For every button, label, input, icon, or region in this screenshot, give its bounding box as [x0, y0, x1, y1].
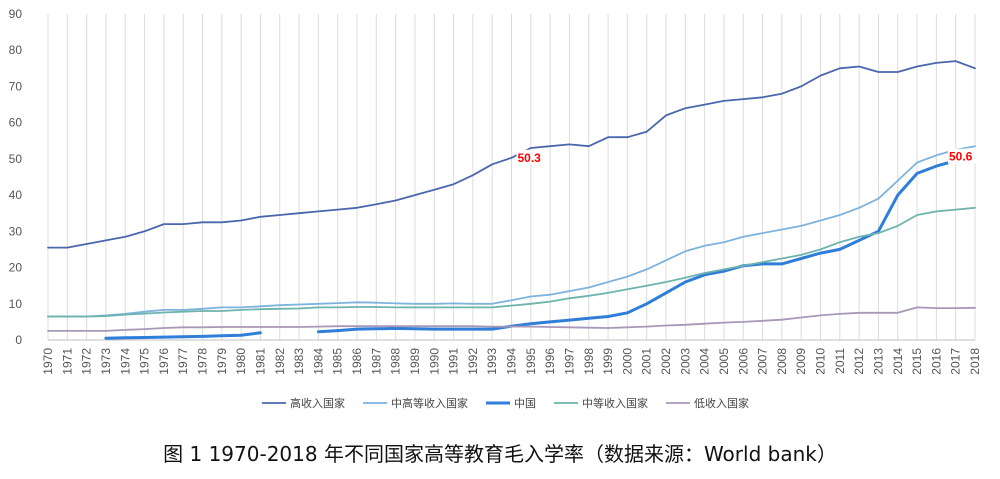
legend-label: 中国	[514, 397, 536, 410]
x-tick-label: 2016	[929, 348, 943, 375]
callout-bg	[948, 148, 978, 164]
legend-label: 中等收入国家	[582, 396, 648, 410]
line-chart: 0 10 20 30 40 50 60 70 80 90 1970 1971 1972 1973 1974…	[9, 7, 982, 410]
series-lines	[47, 60, 977, 340]
x-tick-label: 2015	[910, 348, 924, 375]
x-tick-label: 1971	[60, 348, 74, 375]
y-tick-label: 90	[9, 7, 23, 21]
series-line-2-seg-1	[316, 155, 977, 334]
x-axis: 1970 1971 1972 1973 1974 1975 1976 1977 1978 1979…	[41, 339, 982, 375]
series-line-1-seg-0	[47, 145, 976, 318]
x-tick-label: 1985	[331, 348, 345, 375]
y-tick-label: 50	[9, 152, 23, 166]
x-tick-label: 2011	[833, 348, 847, 374]
x-tick-label: 2008	[775, 348, 789, 375]
y-tick-label: 70	[9, 79, 23, 93]
x-tick-label: 1993	[485, 348, 499, 375]
x-tick-label: 2009	[794, 348, 808, 375]
x-tick-label: 2006	[736, 348, 750, 375]
x-tick-label: 1973	[99, 348, 113, 375]
x-tick-label: 1977	[176, 348, 190, 375]
x-tick-label: 2004	[698, 348, 712, 375]
x-tick-label: 1994	[505, 348, 519, 375]
x-tick-label: 2010	[814, 348, 828, 375]
y-tick-label: 10	[9, 297, 23, 311]
x-tick-label: 2012	[852, 348, 866, 375]
x-tick-label: 1990	[427, 348, 441, 375]
x-tick-label: 1991	[447, 348, 461, 375]
x-tick-label: 1992	[466, 348, 480, 375]
x-tick-label: 1970	[41, 348, 55, 375]
x-tick-label: 1978	[196, 348, 210, 375]
x-tick-label: 1983	[292, 348, 306, 375]
series-line-4-seg-0	[47, 306, 976, 332]
callout-label: 50.3	[518, 151, 542, 165]
series-line-3-seg-0	[47, 206, 976, 318]
x-tick-label: 2018	[968, 348, 982, 375]
legend: 高收入国家 中高等收入国家 中国 中等收入国家 低收入国家	[262, 396, 749, 410]
x-tick-label: 2003	[678, 348, 692, 375]
x-tick-label: 1997	[562, 348, 576, 375]
figure-caption: 图 1 1970-2018 年不同国家高等教育毛入学率（数据来源：World b…	[163, 442, 837, 466]
y-tick-label: 60	[9, 116, 23, 130]
x-tick-label: 1974	[118, 348, 132, 375]
x-tick-label: 2002	[659, 348, 673, 375]
x-tick-label: 1986	[350, 348, 364, 375]
legend-label: 高收入国家	[290, 396, 345, 410]
x-tick-label: 2017	[949, 348, 963, 375]
x-tick-label: 2013	[871, 348, 885, 375]
y-tick-label: 20	[9, 261, 23, 275]
x-tick-label: 2005	[717, 348, 731, 375]
x-tick-label: 1999	[601, 348, 615, 375]
x-tick-label: 1984	[311, 348, 325, 375]
x-tick-label: 1981	[253, 348, 267, 375]
series-line-2-seg-0	[104, 331, 262, 340]
x-tick-label: 1996	[543, 348, 557, 375]
legend-label: 中高等收入国家	[391, 396, 468, 410]
x-tick-label: 1995	[524, 348, 538, 375]
x-tick-label: 1975	[138, 348, 152, 375]
x-tick-label: 1987	[369, 348, 383, 375]
y-tick-label: 0	[15, 333, 22, 347]
value-callouts: 50.3 50.6	[516, 148, 978, 165]
x-tick-label: 2014	[891, 348, 905, 375]
x-tick-label: 2001	[640, 348, 654, 375]
y-tick-label: 80	[9, 43, 23, 57]
y-tick-label: 30	[9, 224, 23, 238]
x-tick-label: 1982	[273, 348, 287, 375]
x-tick-label: 2007	[756, 348, 770, 375]
series-line-0-seg-0	[47, 60, 976, 249]
x-tick-label: 1989	[408, 348, 422, 375]
x-tick-label: 1979	[215, 348, 229, 375]
y-axis: 0 10 20 30 40 50 60 70 80 90	[9, 7, 23, 347]
x-tick-label: 1988	[389, 348, 403, 375]
vertical-gridlines	[47, 14, 976, 340]
x-tick-label: 1980	[234, 348, 248, 375]
legend-label: 低收入国家	[694, 396, 749, 410]
x-tick-label: 1976	[157, 348, 171, 375]
callout-bg	[516, 149, 547, 165]
x-tick-label: 1972	[80, 348, 94, 375]
callout-label: 50.6	[949, 150, 973, 164]
y-tick-label: 40	[9, 188, 23, 202]
x-tick-label: 2000	[620, 348, 634, 375]
x-tick-label: 1998	[582, 348, 596, 375]
